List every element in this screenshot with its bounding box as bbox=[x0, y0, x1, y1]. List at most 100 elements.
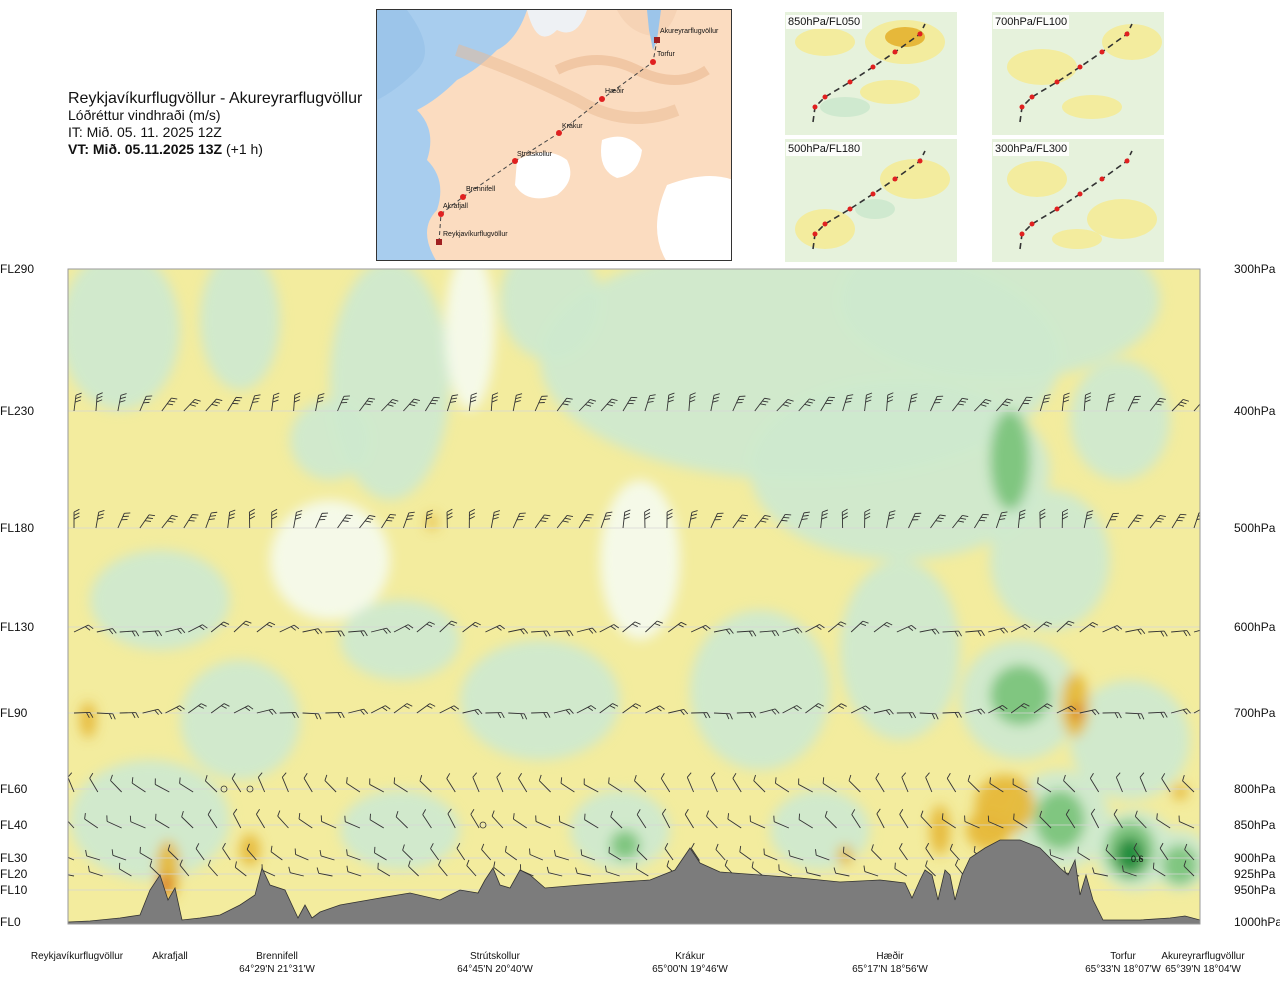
wind-barb bbox=[222, 842, 231, 861]
map-place-label: Reykjavíkurflugvöllur bbox=[443, 231, 508, 238]
wind-barb bbox=[601, 269, 602, 270]
waypoint-label: Reykjavíkurflugvöllur bbox=[2, 950, 152, 963]
wind-barb bbox=[930, 395, 944, 412]
wind-barb bbox=[344, 815, 361, 829]
wind-barb bbox=[513, 813, 528, 829]
wind-barb bbox=[622, 509, 631, 529]
wind-barb bbox=[534, 514, 551, 529]
wind-barb bbox=[424, 396, 440, 412]
wind-barb bbox=[1115, 772, 1123, 793]
wind-barb bbox=[660, 773, 671, 793]
wind-barb bbox=[942, 630, 962, 637]
thumbnail-label: 500hPa/FL180 bbox=[786, 142, 863, 156]
wind-barb bbox=[987, 815, 1004, 829]
wind-barb bbox=[324, 774, 337, 793]
wind-barb bbox=[645, 620, 663, 633]
wind-barb bbox=[688, 392, 696, 412]
wind-barb bbox=[403, 269, 404, 270]
waypoint-name: Reykjavíkurflugvöllur bbox=[30, 951, 124, 962]
wind-barb bbox=[773, 815, 790, 829]
y-tick-label-hpa: 950hPa bbox=[1234, 883, 1276, 897]
wind-barb bbox=[106, 815, 122, 829]
wind-barb bbox=[1171, 630, 1191, 637]
wind-barb bbox=[908, 393, 918, 412]
wind-barb bbox=[896, 624, 917, 633]
wind-barb bbox=[256, 808, 266, 829]
wind-barb bbox=[84, 812, 99, 829]
wind-barb bbox=[828, 703, 847, 714]
wind-barb bbox=[183, 399, 201, 412]
y-tick-label-hpa: 500hPa bbox=[1234, 521, 1276, 535]
wind-barb bbox=[531, 630, 551, 637]
wind-barb bbox=[584, 813, 599, 829]
wind-barb bbox=[161, 269, 163, 270]
wind-barb bbox=[402, 511, 415, 529]
wind-barb bbox=[946, 773, 957, 793]
waypoint-name: Brennifell bbox=[256, 951, 298, 962]
wind-barb bbox=[754, 514, 771, 529]
wind-barb bbox=[139, 269, 141, 270]
wind-barb bbox=[864, 508, 871, 529]
wind-barb bbox=[447, 269, 448, 270]
wind-barb bbox=[949, 843, 960, 861]
y-tick-label-fl: FL60 bbox=[0, 782, 28, 796]
wind-barb bbox=[1040, 269, 1041, 270]
wind-barb bbox=[850, 620, 869, 633]
wind-barb bbox=[205, 511, 218, 529]
wind-barb bbox=[73, 392, 82, 412]
wind-barb bbox=[1193, 403, 1200, 412]
wind-barb bbox=[691, 712, 711, 719]
wind-barb bbox=[776, 269, 778, 270]
wind-barb bbox=[710, 393, 720, 412]
wind-barb bbox=[303, 772, 313, 793]
waypoint-name: Hæðir bbox=[876, 951, 904, 962]
wind-barb bbox=[1159, 842, 1169, 861]
y-tick-label-hpa: 900hPa bbox=[1234, 851, 1276, 865]
map-place-label: Hæðir bbox=[605, 88, 625, 95]
wind-barb bbox=[1063, 774, 1076, 793]
wind-barb bbox=[348, 630, 368, 637]
wind-barb bbox=[446, 394, 459, 412]
wind-barb bbox=[233, 705, 254, 714]
wind-barb bbox=[288, 866, 304, 877]
wind-barb bbox=[754, 397, 771, 412]
wind-barb bbox=[188, 624, 208, 633]
wind-barb bbox=[749, 815, 766, 829]
wind-barb bbox=[1102, 625, 1123, 633]
wind-barb bbox=[504, 845, 518, 861]
wind-barb bbox=[706, 810, 718, 829]
wind-barb bbox=[805, 703, 824, 714]
wind-barb bbox=[644, 508, 651, 529]
wind-barb bbox=[249, 394, 261, 412]
map-place-label: Akrafjall bbox=[443, 203, 468, 210]
wind-barb bbox=[249, 269, 251, 270]
wind-barb bbox=[165, 705, 185, 714]
wind-barb bbox=[535, 815, 551, 829]
wind-barb bbox=[279, 624, 300, 633]
thumbnail-300: 300hPa/FL300 bbox=[992, 139, 1164, 262]
wind-barb bbox=[210, 621, 230, 633]
wind-barb bbox=[393, 703, 413, 714]
wind-barb bbox=[553, 708, 574, 715]
wind-barb bbox=[600, 511, 613, 529]
wind-barb bbox=[668, 621, 687, 633]
wind-barb bbox=[359, 269, 360, 270]
wind-barb bbox=[1089, 773, 1100, 793]
y-tick-label-fl: FL30 bbox=[0, 851, 28, 865]
waypoint-coord: 64°29'N 21°31'W bbox=[239, 964, 315, 975]
valid-time-line: VT: Mið. 05.11.2025 13Z (+1 h) bbox=[68, 141, 362, 158]
wind-barb bbox=[1194, 269, 1195, 270]
wind-barb bbox=[1122, 865, 1137, 877]
wind-barb bbox=[293, 269, 295, 270]
thumbnail-map bbox=[992, 139, 1164, 262]
wind-barb bbox=[234, 861, 247, 877]
wind-barb bbox=[974, 399, 992, 412]
wind-barb bbox=[393, 624, 414, 633]
wind-barb bbox=[381, 514, 397, 529]
wind-barb bbox=[1183, 860, 1195, 877]
wind-barb bbox=[850, 705, 871, 714]
wind-barb bbox=[155, 813, 170, 829]
wind-barb bbox=[553, 849, 570, 861]
wind-barb bbox=[1193, 629, 1200, 633]
wind-barb bbox=[754, 269, 756, 270]
